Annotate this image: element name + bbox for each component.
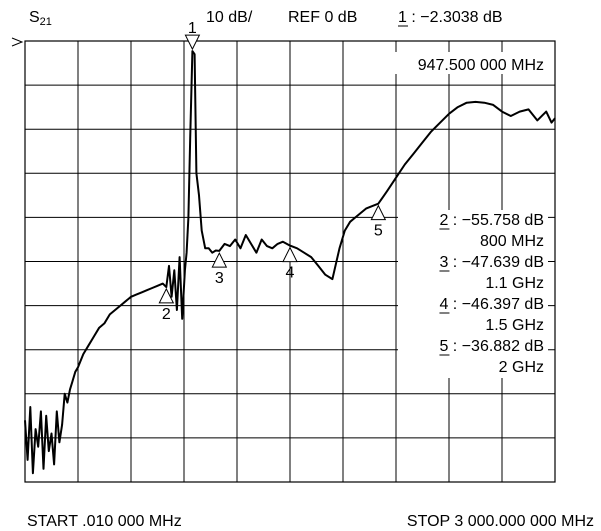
marker-3-label: 3: [215, 270, 224, 287]
marker-1-value: −2.3038 dB: [420, 9, 502, 26]
marker-1-readout: 1 : −2.3038 dB: [398, 9, 503, 26]
readout-backdrop: [398, 210, 548, 252]
marker-readout-list: 2 : −55.758 dB 800 MHz 3 : −47.639 dB 1.1 G…: [398, 210, 548, 378]
marker-4-value: : −46.397 dB: [448, 296, 544, 313]
plot-frame: [24, 40, 556, 483]
marker-5-triangle: [370, 204, 387, 221]
marker-1-freq-backdrop: [370, 52, 546, 74]
parameter-label: S21: [29, 9, 52, 28]
stop-frequency: STOP 3 000.000 000 MHz: [407, 513, 594, 530]
reference-arrow-icon: [11, 37, 24, 47]
marker-1-frequency: 947.500 000 MHz: [418, 57, 544, 74]
marker-3-number: 3: [439, 254, 448, 271]
marker-5-label: 5: [374, 223, 383, 240]
marker-4-readout: 4 : −46.397 dB: [439, 296, 544, 313]
marker-1-triangle: [184, 34, 201, 51]
readout-backdrop: [398, 294, 548, 336]
marker-2-value: : −55.758 dB: [448, 212, 544, 229]
marker-3-frequency: 1.1 GHz: [485, 275, 544, 292]
marker-1-label: 1: [188, 20, 197, 37]
marker-5-value: : −36.882 dB: [448, 338, 544, 355]
marker-2-label: 2: [162, 306, 171, 323]
marker-2-triangle: [158, 287, 175, 304]
marker-3-readout: 3 : −47.639 dB: [439, 254, 544, 271]
marker-layer: 1 2 3 4 5: [158, 20, 387, 323]
start-frequency: START .010 000 MHz: [27, 513, 182, 530]
marker-4-number: 4: [439, 296, 448, 313]
marker-4-frequency: 1.5 GHz: [485, 317, 544, 334]
reference-label: REF 0 dB: [288, 9, 357, 26]
marker-1-number: 1: [398, 9, 407, 26]
marker-2-number: 2: [439, 212, 448, 229]
marker-5-frequency: 2 GHz: [499, 359, 544, 376]
marker-2-frequency: 800 MHz: [480, 233, 544, 250]
marker-3-triangle: [211, 251, 228, 268]
readout-backdrop: [398, 252, 548, 294]
marker-2-readout: 2 : −55.758 dB: [439, 212, 544, 229]
marker-3-value: : −47.639 dB: [448, 254, 544, 271]
marker-4-label: 4: [286, 265, 295, 282]
marker-4-triangle: [282, 246, 298, 263]
scale-label: 10 dB/: [206, 9, 253, 26]
marker-5-readout: 5 : −36.882 dB: [439, 338, 544, 355]
readout-backdrop: [398, 336, 548, 378]
s21-trace: [24, 50, 556, 475]
marker-5-number: 5: [439, 338, 448, 355]
